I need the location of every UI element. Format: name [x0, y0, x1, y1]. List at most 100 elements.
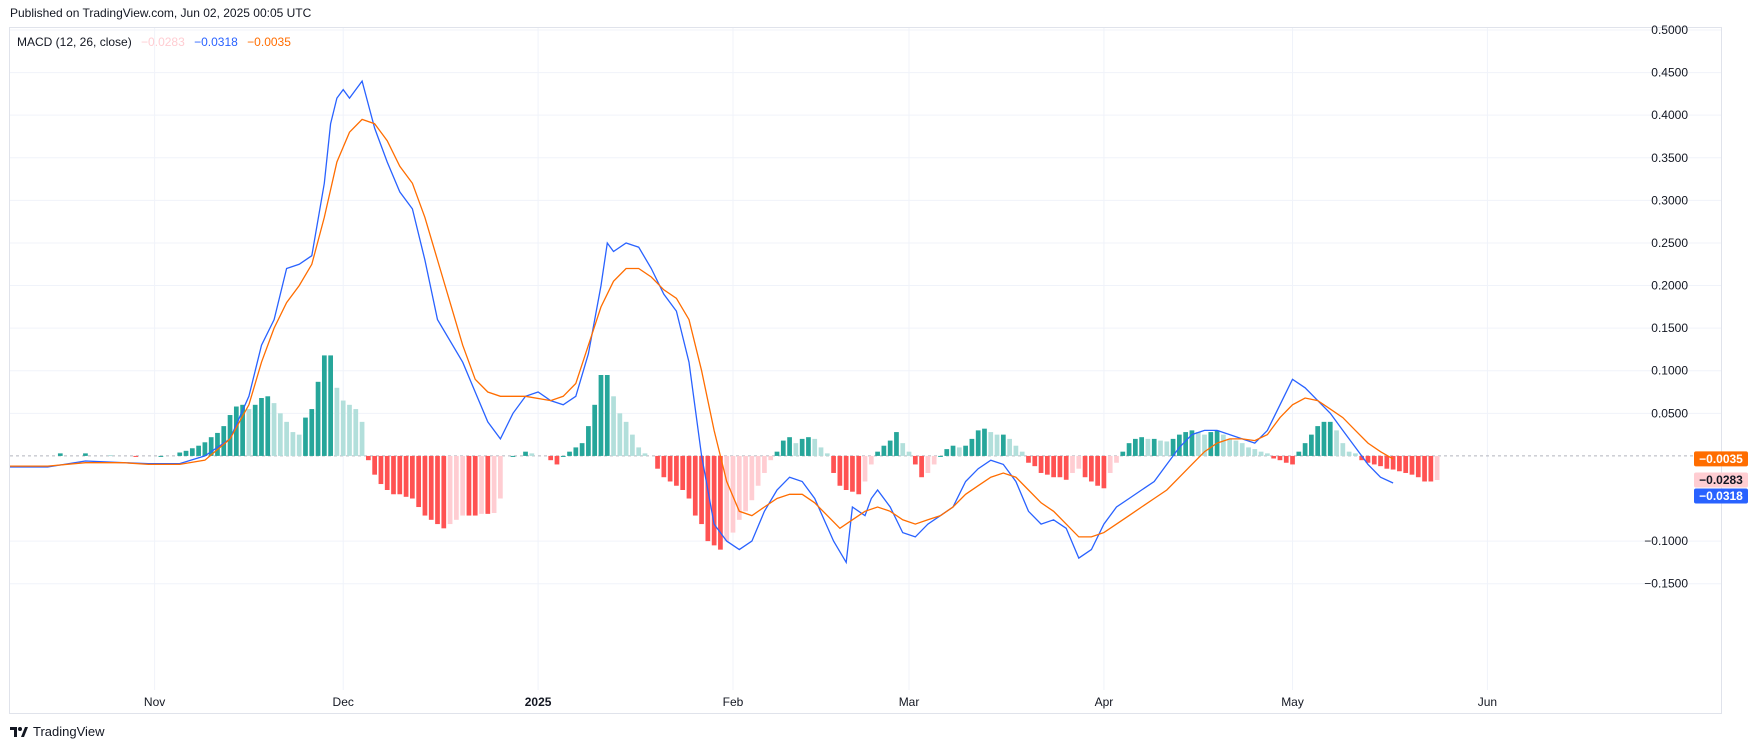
histogram-bar	[252, 404, 258, 456]
histogram-bar	[1283, 455, 1289, 463]
legend-title: MACD (12, 26, close)	[17, 35, 132, 49]
histogram-bar	[1334, 430, 1339, 456]
histogram-bar	[296, 434, 302, 456]
histogram-bar	[1177, 434, 1182, 456]
last-value-text: −0.0318	[1699, 489, 1743, 503]
histogram-bar	[1114, 455, 1119, 463]
histogram-bar	[183, 450, 189, 456]
histogram-bar	[567, 451, 572, 456]
histogram-bar	[472, 455, 478, 516]
histogram-bar	[353, 409, 359, 456]
histogram-bar	[1315, 426, 1321, 456]
histogram-bar	[466, 455, 472, 516]
histogram-bar	[454, 455, 459, 520]
histogram-bar	[1221, 434, 1226, 456]
histogram-bar	[1290, 455, 1295, 465]
histogram-bar	[686, 455, 692, 499]
histogram-bar	[956, 447, 962, 456]
histogram-bar	[177, 452, 183, 456]
histogram-bar	[1044, 455, 1050, 475]
histogram-bar	[1183, 432, 1189, 456]
histogram-bar	[491, 455, 497, 513]
histogram-bar	[485, 455, 491, 514]
histogram-bar	[724, 455, 730, 542]
y-tick-label: −0.1500	[1644, 577, 1688, 591]
histogram-bar	[1000, 434, 1006, 456]
histogram-bar	[196, 445, 201, 456]
histogram-bar	[1265, 453, 1270, 456]
histogram-bar	[233, 406, 239, 456]
histogram-bar	[1107, 455, 1113, 473]
histogram-bar	[1246, 447, 1251, 456]
histogram-bar	[1057, 455, 1063, 478]
histogram-bar	[837, 455, 843, 486]
histogram-bar	[554, 455, 560, 465]
histogram-bar	[1371, 455, 1377, 465]
histogram-bar	[636, 447, 642, 456]
histogram-bar	[321, 355, 327, 456]
histogram-bar	[1195, 432, 1201, 456]
x-tick-label: Nov	[144, 695, 165, 709]
macd-line	[10, 79, 1394, 565]
histogram-bar	[529, 453, 535, 456]
histogram-bar	[284, 421, 289, 456]
indicator-legend[interactable]: MACD (12, 26, close) −0.0283 −0.0318 −0.…	[17, 35, 297, 49]
histogram-bar	[850, 455, 855, 492]
histogram-bar	[510, 455, 516, 457]
y-tick-label: 0.2500	[1651, 236, 1688, 250]
histogram-bar	[931, 455, 937, 465]
histogram-bar	[780, 440, 786, 456]
histogram-bar	[1202, 434, 1207, 456]
y-tick-label: −0.1000	[1644, 534, 1688, 548]
histogram-bar	[680, 455, 686, 490]
footer-brand[interactable]: TradingView	[10, 724, 105, 739]
histogram-bar	[1051, 455, 1056, 478]
histogram-bar	[1189, 430, 1195, 456]
histogram-bar	[950, 445, 956, 456]
histogram-bar	[1390, 455, 1396, 470]
signal-line	[10, 118, 1394, 538]
histogram-bar	[479, 455, 484, 514]
histogram-bar	[812, 438, 818, 456]
histogram-bar	[460, 455, 466, 516]
histogram-bar	[994, 434, 1000, 456]
histogram-bar	[1032, 455, 1038, 467]
histogram-bar	[447, 455, 453, 525]
histogram-bar	[843, 455, 849, 490]
histogram-bar	[982, 428, 987, 456]
histogram-bar	[1070, 455, 1075, 473]
histogram-bar	[340, 400, 346, 456]
published-caption: Published on TradingView.com, Jun 02, 20…	[10, 6, 312, 20]
y-tick-label: 0.3000	[1651, 193, 1688, 207]
histogram-bar	[328, 355, 333, 456]
histogram-bar	[1353, 453, 1358, 456]
histogram-bar	[1415, 455, 1421, 478]
histogram-bar	[1013, 445, 1019, 456]
histogram-bar	[1095, 455, 1100, 486]
histogram-bar	[1409, 455, 1415, 475]
histogram-bar	[699, 455, 704, 525]
histogram-bar	[227, 415, 233, 456]
histogram-bar	[938, 455, 943, 457]
histogram-bar	[397, 455, 403, 495]
histogram-bar	[1158, 440, 1163, 456]
histogram-bar	[1101, 455, 1107, 489]
histogram-bar	[1019, 451, 1025, 456]
histogram-bar	[334, 387, 340, 456]
y-tick-label: 0.0500	[1651, 406, 1688, 420]
last-value-text: −0.0283	[1699, 473, 1743, 487]
histogram-bar	[277, 413, 283, 456]
histogram-bar	[887, 440, 893, 456]
last-value-badge	[1694, 451, 1748, 467]
histogram-bar	[1038, 455, 1044, 473]
histogram-bar	[1428, 455, 1434, 482]
histogram-bar	[674, 455, 679, 486]
histogram-bar	[774, 451, 780, 456]
histogram-bar	[1007, 438, 1012, 456]
histogram-bar	[265, 396, 271, 456]
histogram-bar	[894, 432, 899, 456]
y-tick-label: 0.4000	[1651, 108, 1688, 122]
histogram-bar	[208, 437, 214, 456]
histogram-bar	[604, 375, 610, 456]
